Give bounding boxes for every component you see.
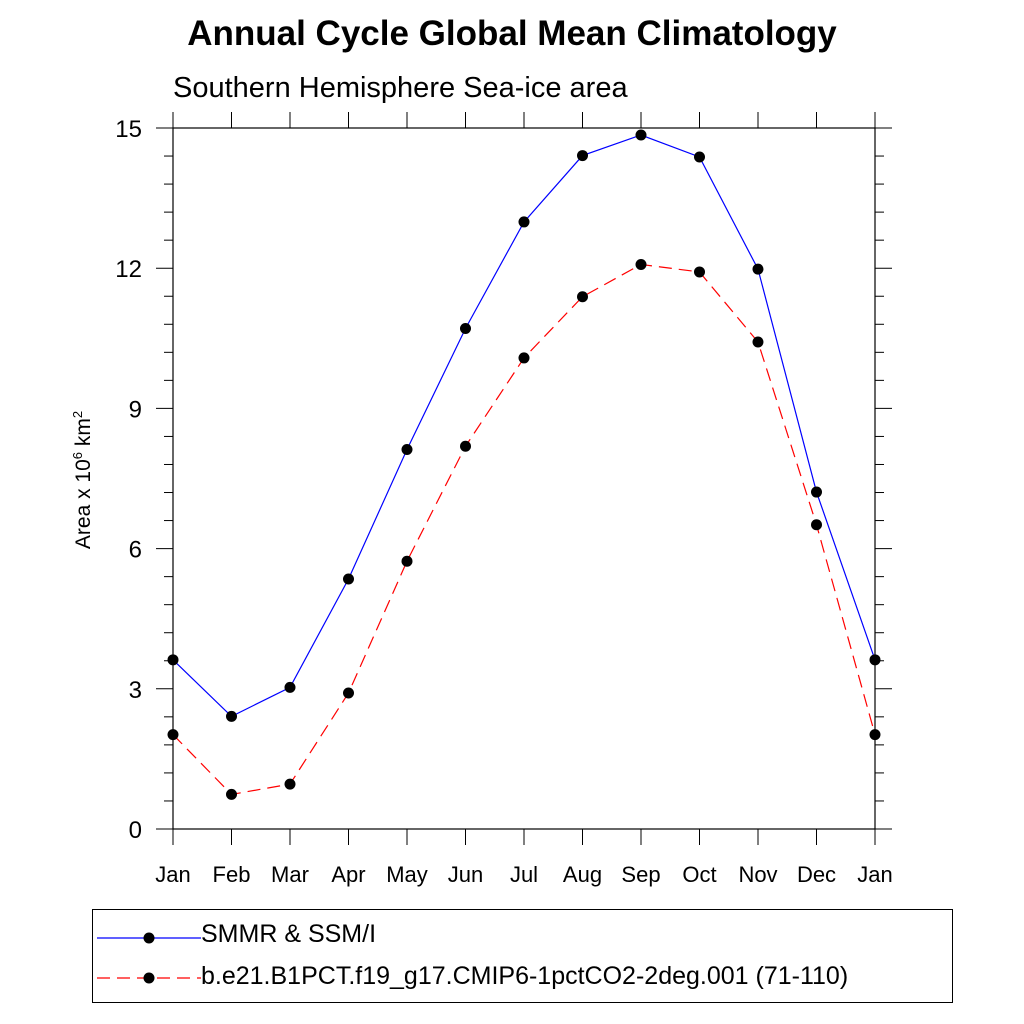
series-2-point xyxy=(284,778,296,790)
series-2-point xyxy=(694,266,705,278)
series-1-point xyxy=(694,151,705,163)
series-2-point xyxy=(460,440,471,452)
series-2-point xyxy=(752,336,764,348)
chart-subtitle: Southern Hemisphere Sea-ice area xyxy=(173,72,628,104)
x-tick-label: Mar xyxy=(271,862,309,887)
legend-entry-1: SMMR & SSM/I xyxy=(93,916,952,956)
series-2-point xyxy=(811,519,822,531)
series-2-point xyxy=(518,352,530,364)
chart-title: Annual Cycle Global Mean Climatology xyxy=(187,14,837,53)
series-2-point xyxy=(577,291,588,303)
series-1-point xyxy=(635,129,647,141)
series-1-point xyxy=(752,263,764,275)
series-2-point xyxy=(635,258,647,270)
y-tick-label: 6 xyxy=(129,537,142,564)
legend-entry-2: b.e21.B1PCT.f19_g17.CMIP6-1pctCO2-2deg.0… xyxy=(93,958,952,998)
series-1-point xyxy=(518,216,530,228)
series-1-point xyxy=(167,654,179,666)
series-1-point xyxy=(284,681,296,693)
legend-label-1: SMMR & SSM/I xyxy=(201,920,377,948)
series-1-point xyxy=(460,322,471,334)
y-tick-label: 12 xyxy=(115,256,142,283)
x-tick-label: Jul xyxy=(510,862,538,887)
series-1-point xyxy=(869,654,881,666)
x-tick-label: Aug xyxy=(563,862,602,887)
x-tick-label: Oct xyxy=(682,862,716,887)
series-2-point xyxy=(869,729,881,741)
x-tick-label: Jun xyxy=(448,862,483,887)
plot-frame xyxy=(172,127,876,830)
x-tick-label: Jan xyxy=(857,862,892,887)
series-line-2 xyxy=(172,263,876,796)
x-tick-label: Nov xyxy=(738,862,777,887)
x-tick-label: Sep xyxy=(621,862,660,887)
legend-label-2: b.e21.B1PCT.f19_g17.CMIP6-1pctCO2-2deg.0… xyxy=(201,962,849,990)
x-tick-label: Apr xyxy=(331,862,365,887)
chart-legend: SMMR & SSM/I b.e21.B1PCT.f19_g17.CMIP6-1… xyxy=(92,909,953,1003)
x-tick-label: May xyxy=(386,862,428,887)
y-tick-label: 0 xyxy=(129,817,142,844)
series-1-point xyxy=(226,710,237,722)
y-tick-label: 15 xyxy=(115,116,142,143)
y-tick-label: 9 xyxy=(129,396,142,423)
x-tick-label: Feb xyxy=(213,862,251,887)
legend-swatch-2 xyxy=(97,972,201,984)
series-2-point xyxy=(343,687,354,699)
legend-swatch-1 xyxy=(97,932,201,944)
x-tick-label: Dec xyxy=(797,862,836,887)
y-tick-label: 3 xyxy=(129,677,142,704)
series-2-point xyxy=(167,729,179,741)
series-1-point xyxy=(577,150,588,162)
series-1-point xyxy=(401,444,413,456)
series-2-point xyxy=(226,788,237,800)
series-1-point xyxy=(811,486,822,498)
series-2-point xyxy=(401,555,413,567)
series-1-point xyxy=(343,573,354,585)
x-tick-label: Jan xyxy=(155,862,190,887)
